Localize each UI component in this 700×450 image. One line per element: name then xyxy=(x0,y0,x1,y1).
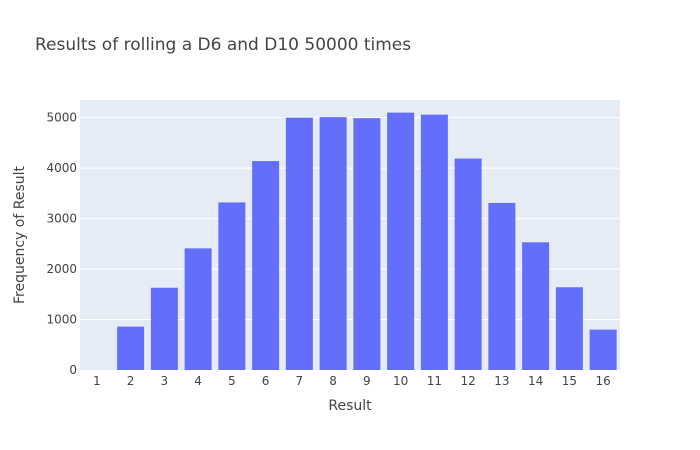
bar[interactable] xyxy=(150,287,178,370)
bar[interactable] xyxy=(285,117,313,371)
bar[interactable] xyxy=(420,114,448,370)
x-tick-label: 5 xyxy=(228,374,236,388)
y-tick-label: 1000 xyxy=(46,313,77,327)
bar[interactable] xyxy=(522,242,550,370)
x-tick-label: 15 xyxy=(562,374,577,388)
x-tick-label: 2 xyxy=(127,374,135,388)
x-tick-label: 6 xyxy=(262,374,270,388)
y-tick-labels: 0 1000 2000 3000 4000 5000 xyxy=(46,111,77,377)
x-tick-label: 14 xyxy=(528,374,543,388)
bar[interactable] xyxy=(218,202,246,370)
y-tick-label: 3000 xyxy=(46,212,77,226)
bar[interactable] xyxy=(184,248,212,370)
y-tick-label: 4000 xyxy=(46,161,77,175)
bar[interactable] xyxy=(252,161,280,370)
y-tick-label: 2000 xyxy=(46,262,77,276)
y-axis-title: Frequency of Result xyxy=(12,166,28,304)
x-tick-label: 16 xyxy=(595,374,610,388)
x-tick-label: 10 xyxy=(393,374,408,388)
bar[interactable] xyxy=(488,202,516,370)
x-tick-label: 9 xyxy=(363,374,371,388)
chart-title: Results of rolling a D6 and D10 50000 ti… xyxy=(35,35,411,55)
y-tick-label: 0 xyxy=(69,363,77,377)
x-tick-label: 3 xyxy=(161,374,169,388)
bar[interactable] xyxy=(387,112,415,370)
x-tick-labels: 1 2 3 4 5 6 7 8 9 10 11 12 13 14 15 16 xyxy=(93,374,611,388)
x-axis-title: Result xyxy=(328,398,372,414)
bar[interactable] xyxy=(117,326,145,370)
bar[interactable] xyxy=(555,287,583,370)
bar[interactable] xyxy=(319,117,347,371)
x-tick-label: 11 xyxy=(427,374,442,388)
bars xyxy=(117,112,617,371)
x-tick-label: 1 xyxy=(93,374,101,388)
x-tick-label: 12 xyxy=(460,374,475,388)
bar[interactable] xyxy=(589,329,617,370)
bar[interactable] xyxy=(353,118,381,371)
x-tick-label: 13 xyxy=(494,374,509,388)
y-tick-label: 5000 xyxy=(46,111,77,125)
x-tick-label: 8 xyxy=(329,374,337,388)
bar[interactable] xyxy=(454,158,482,370)
x-tick-label: 7 xyxy=(296,374,304,388)
x-tick-label: 4 xyxy=(194,374,202,388)
